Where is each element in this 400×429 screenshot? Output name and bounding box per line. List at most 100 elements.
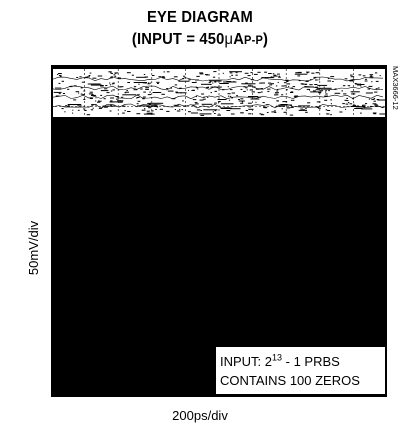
trace-speck	[247, 84, 252, 86]
trace-speck	[257, 71, 261, 73]
trace-speck	[374, 91, 378, 93]
trace-speck	[151, 75, 155, 76]
trace-speck	[251, 91, 255, 93]
trace-speck	[143, 113, 155, 115]
trace-speck	[90, 84, 102, 86]
trace-speck	[109, 82, 111, 84]
trace-speck	[371, 98, 375, 100]
trace-speck	[174, 109, 176, 110]
trace-speck	[183, 105, 187, 107]
trace-speck	[275, 85, 278, 87]
trace-speck	[332, 81, 334, 82]
trace-speck	[192, 89, 195, 91]
trace-speck	[324, 95, 328, 97]
trace-speck	[205, 87, 209, 89]
trace-speck	[200, 110, 202, 111]
trace-speck	[191, 112, 198, 114]
trace-speck	[345, 103, 349, 105]
trace-speck	[267, 88, 271, 90]
trace-speck	[270, 83, 274, 85]
trace-speck	[65, 105, 67, 107]
trace-speck	[316, 87, 332, 89]
trace-speck	[103, 106, 108, 108]
trace-speck	[365, 92, 372, 94]
trace-speck	[106, 92, 110, 94]
trace-speck	[122, 105, 126, 107]
trace-speck	[112, 82, 115, 84]
trace-speck	[294, 73, 308, 75]
trace-speck	[53, 91, 62, 93]
trace-speck	[127, 82, 130, 83]
trace-speck	[290, 99, 295, 101]
trace-speck	[124, 92, 127, 94]
trace-speck	[341, 90, 343, 92]
trace-speck	[104, 88, 108, 90]
trace-speck	[137, 105, 149, 107]
trace-speck	[278, 76, 281, 78]
trace-speck	[192, 99, 197, 101]
trace-speck	[92, 107, 94, 109]
trace-speck	[368, 98, 370, 100]
trace-speck	[147, 83, 150, 85]
trace-speck	[290, 106, 294, 108]
trace-speck	[276, 105, 285, 107]
trace-speck	[365, 103, 368, 105]
trace-speck	[264, 71, 267, 73]
trace-speck	[212, 82, 214, 84]
trace-speck	[136, 97, 140, 98]
trace-speck	[55, 95, 60, 97]
trace-speck	[260, 91, 263, 93]
trace-speck	[283, 82, 286, 84]
trace-speck	[309, 89, 311, 91]
trace-noise-line	[52, 103, 384, 109]
trace-speck	[344, 99, 347, 101]
trace-speck	[146, 112, 153, 114]
trace-speck	[109, 84, 112, 86]
trace-speck	[90, 109, 94, 111]
trace-speck	[84, 110, 87, 111]
trace-speck	[354, 83, 357, 84]
trace-speck	[306, 72, 309, 74]
trace-speck	[201, 103, 213, 105]
trace-speck	[155, 108, 157, 110]
trace-speck	[347, 85, 351, 87]
trace-speck	[114, 72, 119, 74]
trace-speck	[278, 75, 280, 77]
trace-speck	[141, 109, 146, 111]
trace-speck	[144, 76, 149, 78]
trace-speck	[117, 100, 121, 102]
trace-speck	[325, 90, 327, 92]
trace-speck	[54, 87, 62, 89]
trace-speck	[240, 98, 244, 100]
trace-speck	[110, 72, 112, 73]
trace-speck	[248, 113, 252, 115]
trace-speck	[214, 81, 217, 83]
trace-speck	[181, 109, 184, 111]
trace-speck	[136, 103, 139, 105]
chart-subtitle: (INPUT = 450μAP-P)	[131, 31, 269, 48]
trace-speck	[126, 72, 131, 74]
trace-speck	[176, 105, 180, 107]
trace-speck	[325, 93, 328, 95]
trace-speck	[199, 99, 204, 101]
trace-speck	[355, 83, 359, 85]
trace-speck	[278, 104, 292, 106]
trace-speck	[161, 76, 165, 78]
trace-speck	[121, 96, 124, 98]
trace-speck	[154, 104, 158, 106]
trace-speck	[316, 101, 321, 103]
trace-speck	[161, 93, 165, 95]
trace-speck	[364, 80, 368, 82]
trace-speck	[273, 75, 278, 77]
trace-speck	[156, 106, 159, 108]
trace-speck	[148, 103, 151, 105]
trace-speck	[201, 83, 212, 85]
trace-speck	[275, 92, 279, 94]
trace-speck	[219, 83, 229, 84]
trace-speck	[318, 92, 322, 94]
trace-speck	[214, 80, 222, 82]
trace-speck	[302, 109, 305, 111]
trace-speck	[202, 98, 206, 100]
trace-speck	[344, 78, 348, 80]
trace-speck	[218, 101, 221, 102]
